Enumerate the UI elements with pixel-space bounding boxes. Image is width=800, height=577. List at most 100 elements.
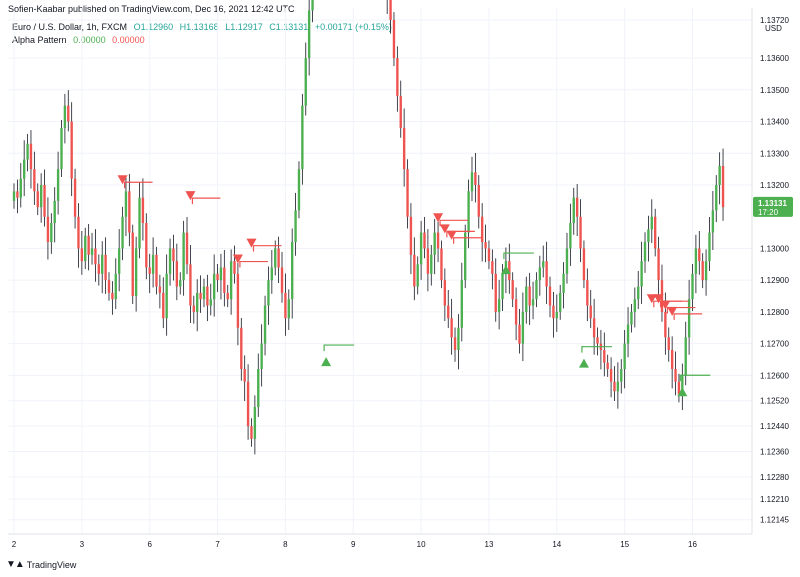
candle xyxy=(630,303,633,333)
candle-body xyxy=(175,261,179,287)
candle xyxy=(121,206,124,261)
candle xyxy=(599,329,603,370)
candle xyxy=(582,240,586,289)
candle xyxy=(179,272,182,295)
candle-body xyxy=(487,248,491,262)
candle xyxy=(542,245,545,278)
candle-body xyxy=(470,172,474,192)
candle-body xyxy=(280,267,284,293)
footer: ▼▲ TradingView xyxy=(6,559,76,570)
candle xyxy=(474,152,477,203)
candle xyxy=(36,183,39,216)
candle-body xyxy=(447,305,450,319)
candle xyxy=(711,191,715,251)
candle-body xyxy=(419,232,423,265)
candle-body xyxy=(589,305,592,319)
candle xyxy=(165,254,168,336)
price-axis[interactable]: 1.13720 1.13600 1.13500 1.13400 1.13300 1.132… xyxy=(751,8,793,534)
candle-body xyxy=(711,210,715,233)
sell-target-line xyxy=(666,306,696,314)
candle xyxy=(419,220,423,280)
candle xyxy=(257,353,260,417)
price-tick-label: 1.13600 xyxy=(760,54,789,63)
candle xyxy=(22,140,26,197)
buy-signal xyxy=(578,346,612,368)
sell-signal xyxy=(653,294,689,308)
time-tick-label: 7 xyxy=(215,540,220,549)
candle xyxy=(386,0,388,14)
candle xyxy=(562,262,565,309)
candle xyxy=(77,203,80,268)
candle-body xyxy=(399,96,402,128)
candle xyxy=(287,289,290,330)
candle xyxy=(26,133,29,172)
candle xyxy=(653,208,657,257)
candle-body xyxy=(257,369,260,408)
sell-signal-triangle xyxy=(667,306,678,316)
candle xyxy=(304,42,307,116)
price-tick-label: 1.12440 xyxy=(760,422,789,431)
candle xyxy=(56,151,60,215)
candle xyxy=(297,161,301,219)
candle-body xyxy=(101,254,104,274)
candle-body xyxy=(114,273,117,300)
candle xyxy=(433,218,436,275)
tradingview-logo-text[interactable]: TradingView xyxy=(26,559,77,570)
indicator-name[interactable]: Alpha Pattern xyxy=(12,35,67,45)
price-tick-label: 1.13000 xyxy=(760,244,789,253)
candle xyxy=(307,0,311,76)
candle-body xyxy=(107,280,111,293)
candle-body xyxy=(56,169,60,201)
candle-body xyxy=(535,280,538,300)
candle xyxy=(637,270,640,310)
price-tick-label: 1.12520 xyxy=(760,397,789,406)
candle xyxy=(640,241,643,304)
candle xyxy=(494,258,497,322)
candle xyxy=(545,241,548,304)
sell-signal-triangle xyxy=(232,254,243,264)
candle xyxy=(145,213,148,280)
candle-body xyxy=(253,407,257,439)
candle xyxy=(229,249,233,315)
candle-body xyxy=(491,261,494,274)
candle xyxy=(643,232,647,273)
candle-body xyxy=(141,197,145,224)
candle xyxy=(525,276,528,324)
time-tick-label: 14 xyxy=(552,540,561,549)
candle-body xyxy=(304,58,307,106)
ohlc-open: O1.12960 xyxy=(133,22,174,32)
candles xyxy=(12,0,725,455)
tradingview-logo-icon[interactable]: ▼▲ xyxy=(6,559,25,570)
candle xyxy=(63,93,67,144)
candle-body xyxy=(206,286,209,306)
candle xyxy=(80,230,84,275)
candle xyxy=(464,224,467,289)
symbol-name[interactable]: Euro / U.S. Dollar, 1h, FXCM xyxy=(12,22,128,32)
candle-body xyxy=(134,248,138,297)
price-tick-label: 1.13200 xyxy=(760,181,789,190)
time-tick-label: 16 xyxy=(688,540,697,549)
candle xyxy=(97,254,101,286)
candle xyxy=(189,244,192,324)
candle-body xyxy=(212,273,216,300)
candle-body xyxy=(640,261,643,287)
price-tick-label: 1.13300 xyxy=(760,149,789,158)
candle xyxy=(586,268,589,322)
candle xyxy=(657,236,660,296)
candle-body xyxy=(138,197,141,249)
price-tick-label: 1.13720 xyxy=(760,16,789,25)
candle xyxy=(29,130,33,189)
candle xyxy=(440,240,443,289)
candle-body xyxy=(117,248,121,274)
candle-body xyxy=(179,280,182,287)
time-axis[interactable]: 2 3 6 7 8 9 10 13 14 15 16 xyxy=(8,533,752,549)
candle xyxy=(477,175,480,229)
candle xyxy=(182,220,185,296)
candle-body xyxy=(111,292,114,300)
candle xyxy=(708,217,711,271)
candle-body xyxy=(559,292,562,312)
candle-body xyxy=(681,375,684,395)
candle-body xyxy=(77,216,80,249)
candle xyxy=(511,272,514,308)
